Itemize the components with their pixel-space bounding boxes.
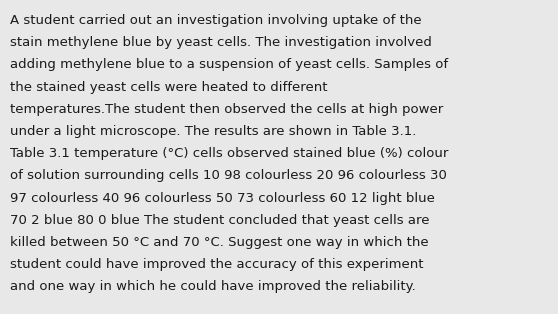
Text: stain methylene blue by yeast cells. The investigation involved: stain methylene blue by yeast cells. The… xyxy=(10,36,432,49)
Text: temperatures.The student then observed the cells at high power: temperatures.The student then observed t… xyxy=(10,103,443,116)
Text: under a light microscope. The results are shown in Table 3.1.: under a light microscope. The results ar… xyxy=(10,125,416,138)
Text: A student carried out an investigation involving uptake of the: A student carried out an investigation i… xyxy=(10,14,422,27)
Text: adding methylene blue to a suspension of yeast cells. Samples of: adding methylene blue to a suspension of… xyxy=(10,58,448,71)
Text: 70 2 blue 80 0 blue The student concluded that yeast cells are: 70 2 blue 80 0 blue The student conclude… xyxy=(10,214,430,227)
Text: Table 3.1 temperature (°C) cells observed stained blue (%) colour: Table 3.1 temperature (°C) cells observe… xyxy=(10,147,449,160)
Text: the stained yeast cells were heated to different: the stained yeast cells were heated to d… xyxy=(10,81,328,94)
Text: 97 colourless 40 96 colourless 50 73 colourless 60 12 light blue: 97 colourless 40 96 colourless 50 73 col… xyxy=(10,192,435,205)
Text: and one way in which he could have improved the reliability.: and one way in which he could have impro… xyxy=(10,280,416,293)
Text: killed between 50 °C and 70 °C. Suggest one way in which the: killed between 50 °C and 70 °C. Suggest … xyxy=(10,236,429,249)
Text: of solution surrounding cells 10 98 colourless 20 96 colourless 30: of solution surrounding cells 10 98 colo… xyxy=(10,169,447,182)
Text: student could have improved the accuracy of this experiment: student could have improved the accuracy… xyxy=(10,258,424,271)
